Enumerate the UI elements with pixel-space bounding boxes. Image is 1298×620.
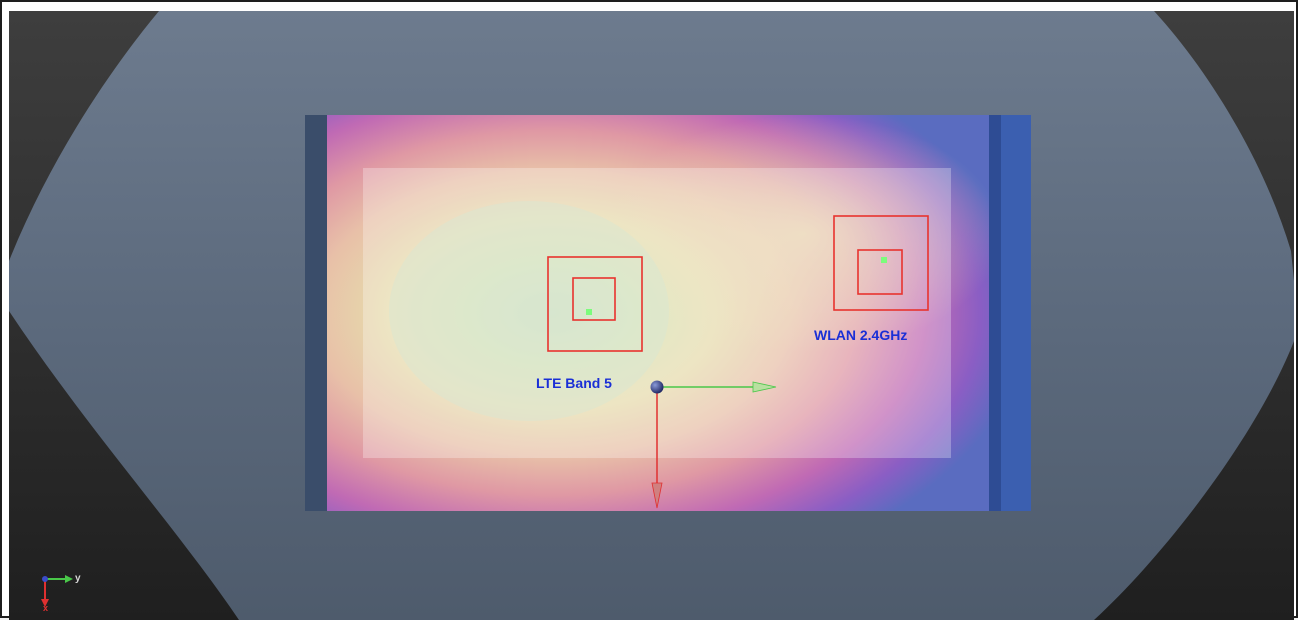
origin-sphere-icon xyxy=(650,380,664,394)
lte-outer-box xyxy=(547,256,643,352)
scene-canvas xyxy=(9,11,1294,620)
device-edge-right xyxy=(989,115,1001,511)
wlan-24ghz-label: WLAN 2.4GHz xyxy=(814,327,908,343)
3d-viewport[interactable]: LTE Band 5 WLAN 2.4GHz y x xyxy=(9,11,1294,620)
origin-y-arrowhead xyxy=(752,381,777,393)
origin-x-arrowhead xyxy=(651,482,663,509)
device-edge-left xyxy=(305,115,327,511)
sar-heatmap-secondary xyxy=(327,115,989,511)
wlan-inner-box xyxy=(857,249,903,295)
axis-triad-icon xyxy=(41,575,73,607)
wlan-outer-box xyxy=(833,215,929,311)
triad-x-label: x xyxy=(43,603,49,613)
lte-hotspot xyxy=(586,309,592,315)
sar-hotspot-zone xyxy=(389,201,669,421)
lte-inner-box xyxy=(572,277,616,321)
triad-y-label: y xyxy=(75,573,81,584)
lte-band5-label: LTE Band 5 xyxy=(536,375,612,391)
wlan-hotspot xyxy=(881,257,887,263)
